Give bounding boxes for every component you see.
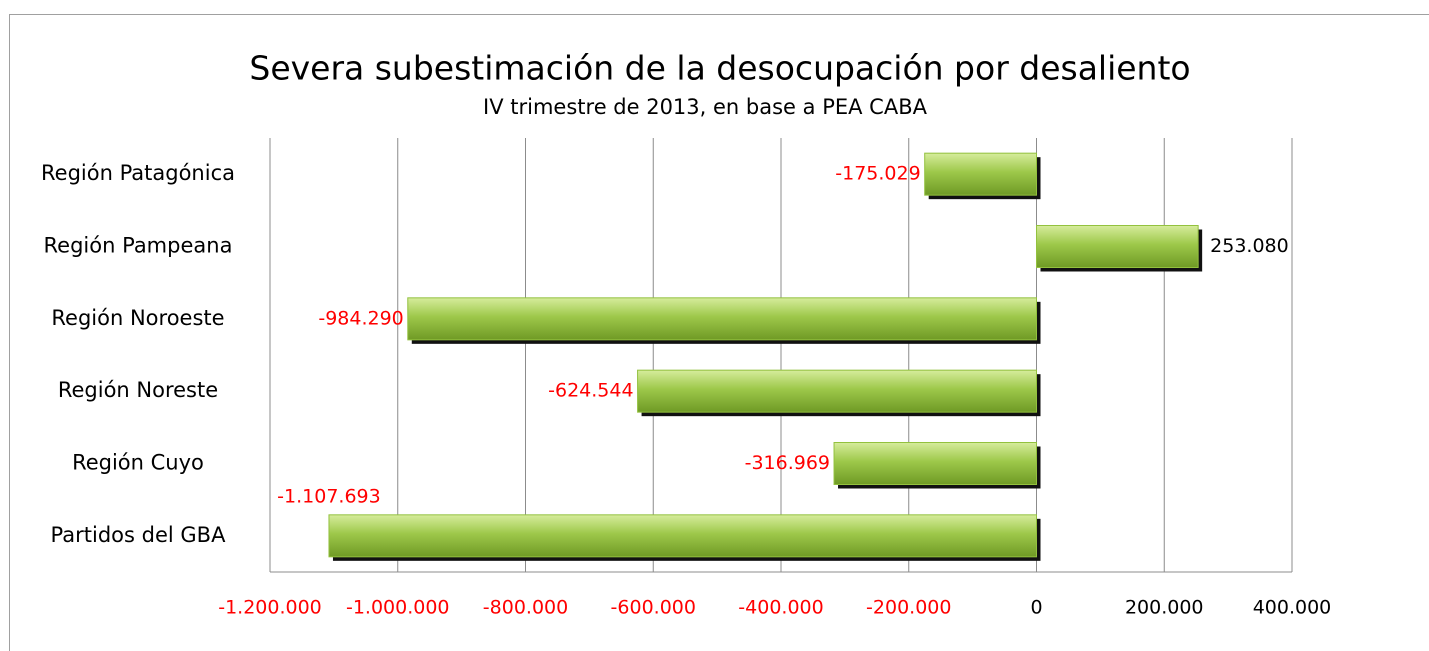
data-label: -175.029: [835, 163, 920, 185]
bar: [833, 442, 1038, 485]
x-tick-label: -600.000: [611, 597, 696, 619]
y-tick-label: Región Pampeana: [44, 234, 233, 258]
data-label: 253.080: [1210, 235, 1289, 257]
y-tick-label: Región Noreste: [58, 378, 218, 402]
data-label: -316.969: [745, 452, 830, 474]
bar: [637, 369, 1037, 413]
chart-title: Severa subestimación de la desocupación …: [249, 49, 1190, 88]
x-tick-label: 0: [1030, 597, 1042, 619]
bar: [328, 514, 1037, 558]
x-tick-label: -800.000: [483, 597, 568, 619]
x-tick-label: 400.000: [1253, 597, 1332, 619]
y-tick-label: Región Cuyo: [72, 451, 204, 475]
chart-subtitle: IV trimestre de 2013, en base a PEA CABA: [483, 95, 928, 119]
bar: [407, 297, 1037, 341]
y-tick-label: Partidos del GBA: [51, 523, 227, 547]
x-tick-label: 200.000: [1125, 597, 1204, 619]
bar: [924, 152, 1038, 196]
bar: [1036, 225, 1199, 268]
x-tick-label: -1.000.000: [346, 597, 450, 619]
data-label: -1.107.693: [277, 485, 381, 507]
x-tick-label: -1.200.000: [218, 597, 322, 619]
x-tick-label: -400.000: [738, 597, 823, 619]
data-label: -624.544: [548, 380, 633, 402]
x-tick-label: -200.000: [866, 597, 951, 619]
data-label: -984.290: [318, 307, 403, 329]
y-tick-label: Región Noroeste: [51, 306, 224, 330]
y-tick-label: Región Patagónica: [41, 161, 235, 185]
